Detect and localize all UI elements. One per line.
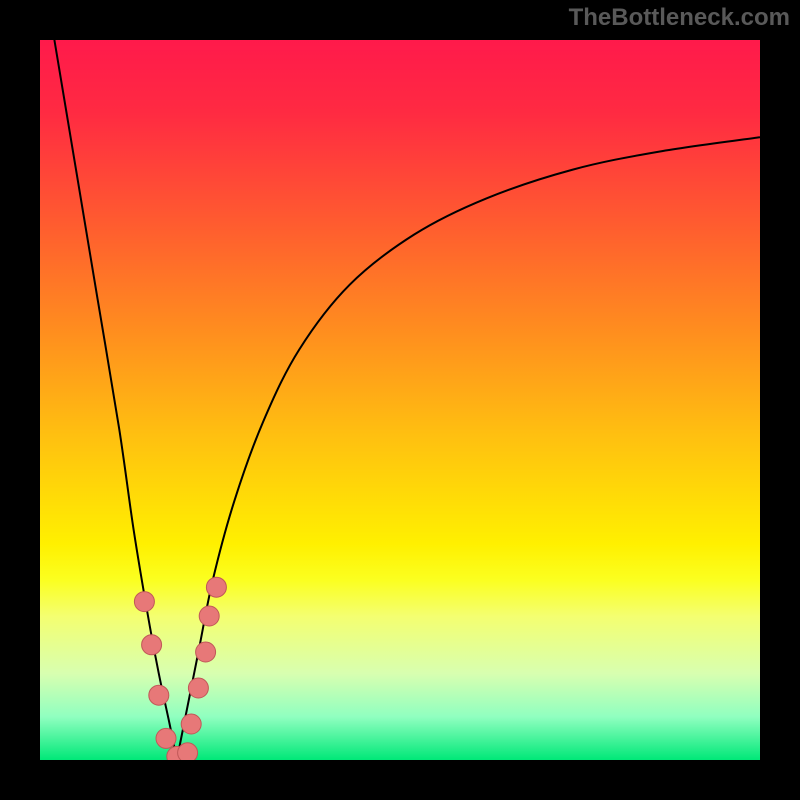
data-marker	[196, 642, 216, 662]
data-marker	[134, 592, 154, 612]
chart-container: TheBottleneck.com	[0, 0, 800, 800]
data-marker	[199, 606, 219, 626]
data-marker	[181, 714, 201, 734]
chart-svg	[40, 40, 760, 760]
data-marker	[188, 678, 208, 698]
plot-area	[40, 40, 760, 760]
watermark-text: TheBottleneck.com	[569, 4, 790, 32]
data-marker	[142, 635, 162, 655]
data-marker	[149, 685, 169, 705]
data-marker	[178, 743, 198, 760]
data-marker	[156, 728, 176, 748]
data-marker	[206, 577, 226, 597]
